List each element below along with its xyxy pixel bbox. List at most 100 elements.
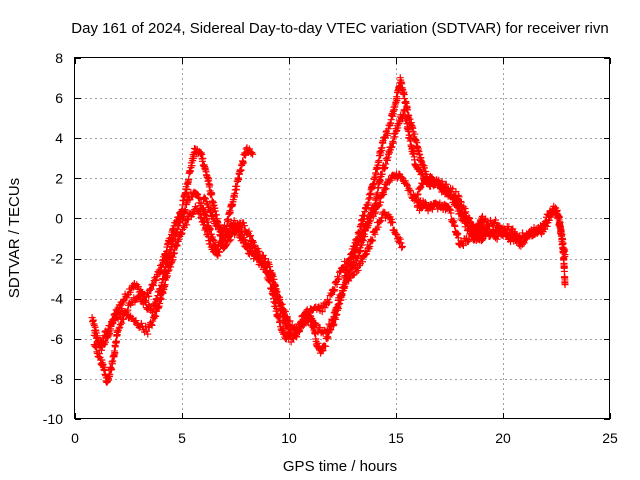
data-point xyxy=(148,321,156,329)
plot-frame xyxy=(74,57,610,419)
y-tick-label: 4 xyxy=(55,130,63,146)
data-point xyxy=(316,324,324,332)
data-point xyxy=(192,190,200,198)
data-point xyxy=(469,221,477,229)
data-point xyxy=(374,203,382,211)
data-point xyxy=(157,295,165,303)
data-point xyxy=(520,239,528,247)
data-point xyxy=(188,162,196,170)
data-point xyxy=(358,220,366,228)
data-point xyxy=(405,112,413,120)
data-point xyxy=(319,347,327,355)
data-point xyxy=(114,315,122,323)
x-tick-label: 25 xyxy=(602,430,618,446)
data-point xyxy=(559,240,567,248)
data-point xyxy=(460,203,468,211)
data-point xyxy=(435,176,443,184)
data-point xyxy=(406,186,414,194)
data-point xyxy=(180,222,188,230)
data-point xyxy=(354,236,362,244)
data-point xyxy=(341,283,349,291)
data-point xyxy=(506,230,514,238)
data-point xyxy=(462,208,470,216)
data-point xyxy=(441,181,449,189)
data-point xyxy=(447,209,455,217)
data-point xyxy=(260,257,268,265)
data-point xyxy=(126,288,134,296)
data-point xyxy=(117,305,125,313)
data-point xyxy=(364,244,372,252)
data-point xyxy=(247,149,255,157)
data-points xyxy=(88,74,569,386)
data-point xyxy=(301,310,309,318)
x-axis-label: GPS time / hours xyxy=(283,458,397,475)
data-point xyxy=(254,251,262,259)
data-point xyxy=(453,196,461,204)
x-tick-label: 15 xyxy=(388,430,404,446)
data-point xyxy=(349,249,357,257)
data-point xyxy=(455,193,463,201)
data-point xyxy=(280,306,288,314)
data-point xyxy=(250,241,258,249)
data-point xyxy=(108,365,116,373)
data-point xyxy=(106,371,114,379)
data-point xyxy=(396,238,404,246)
data-point xyxy=(378,170,386,178)
data-point xyxy=(388,218,396,226)
data-point xyxy=(369,236,377,244)
data-point xyxy=(418,169,426,177)
series-track-5 xyxy=(341,74,569,289)
data-point xyxy=(255,247,263,255)
data-point xyxy=(327,322,335,330)
data-point xyxy=(376,177,384,185)
data-point xyxy=(358,258,366,266)
y-axis-label: SDTVAR / TECUs xyxy=(6,178,23,298)
data-point xyxy=(325,298,333,306)
y-tick-label: -4 xyxy=(51,291,64,307)
data-point xyxy=(461,205,469,213)
data-point xyxy=(351,245,359,253)
data-point xyxy=(466,215,474,223)
data-point xyxy=(215,224,223,232)
data-point xyxy=(203,200,211,208)
data-point xyxy=(222,241,230,249)
data-point xyxy=(214,252,222,260)
data-point xyxy=(508,235,516,242)
data-point xyxy=(396,235,404,243)
data-point xyxy=(221,232,229,240)
data-point xyxy=(389,139,397,147)
data-point xyxy=(519,240,527,248)
data-point xyxy=(321,304,329,312)
data-point xyxy=(281,308,289,316)
data-point xyxy=(464,237,472,245)
data-point xyxy=(385,178,393,186)
y-tick-label: -2 xyxy=(51,251,64,267)
data-point xyxy=(376,198,384,206)
data-point xyxy=(201,194,209,202)
data-point xyxy=(145,292,153,300)
data-point xyxy=(194,190,202,198)
data-point xyxy=(413,191,421,199)
data-point xyxy=(457,198,465,206)
data-point xyxy=(454,191,462,199)
data-point xyxy=(123,294,131,302)
data-point xyxy=(206,181,214,189)
data-point xyxy=(421,164,429,172)
data-point xyxy=(291,332,299,340)
data-point xyxy=(95,350,103,358)
data-point xyxy=(428,205,436,213)
data-point xyxy=(398,244,406,252)
data-point xyxy=(132,317,140,325)
data-point xyxy=(245,227,253,235)
data-point xyxy=(92,343,100,351)
data-point xyxy=(91,329,99,337)
data-point xyxy=(493,235,501,243)
data-point xyxy=(249,245,257,253)
data-point xyxy=(116,302,124,310)
data-point xyxy=(403,180,411,188)
data-point xyxy=(397,173,405,181)
data-point xyxy=(523,235,531,243)
data-point xyxy=(149,280,157,288)
data-point xyxy=(501,226,509,234)
data-point xyxy=(248,238,256,246)
